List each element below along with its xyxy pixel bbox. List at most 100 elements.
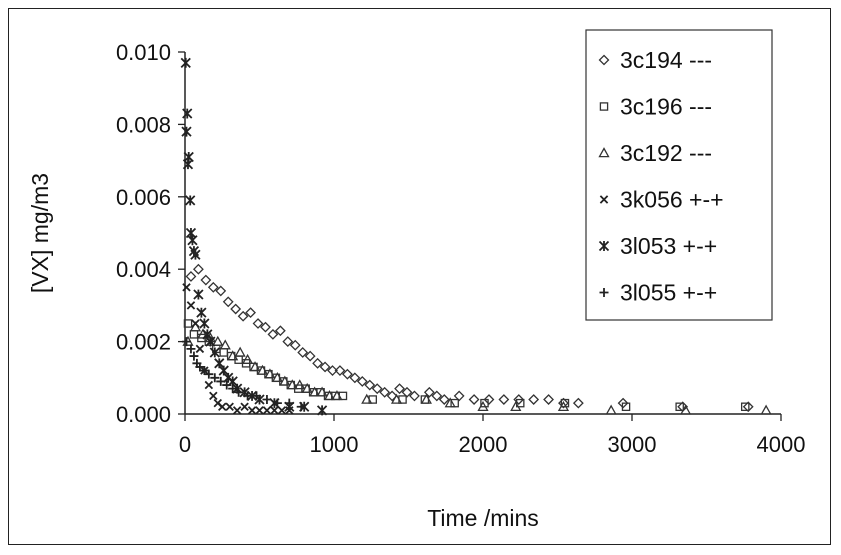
diamond-marker bbox=[572, 397, 584, 409]
diamond-marker bbox=[185, 271, 197, 282]
data-point bbox=[390, 393, 403, 404]
y-tick-label: 0.010 bbox=[116, 40, 171, 65]
data-point bbox=[228, 384, 238, 394]
diamond-marker bbox=[386, 390, 398, 402]
data-point bbox=[204, 369, 214, 379]
data-point bbox=[431, 390, 443, 402]
x-marker bbox=[240, 402, 249, 411]
plus-marker bbox=[186, 344, 196, 354]
data-point bbox=[323, 390, 336, 401]
data-point bbox=[199, 318, 210, 329]
asterisk-marker bbox=[598, 240, 610, 252]
square-marker bbox=[219, 348, 228, 357]
triangle-marker bbox=[390, 393, 403, 404]
x-marker bbox=[247, 406, 257, 415]
legend-label: 3k056 +-+ bbox=[620, 187, 724, 213]
diamond-marker bbox=[401, 386, 413, 398]
data-point bbox=[264, 368, 276, 379]
plus-marker bbox=[262, 395, 272, 405]
data-point bbox=[210, 373, 220, 383]
y-axis-title: [VX] mg/m3 bbox=[27, 173, 53, 293]
legend: 3c194 --- 3c196 --- 3c192 --- 3k056 +-+ 3l05… bbox=[585, 29, 773, 321]
triangle-marker bbox=[316, 386, 328, 397]
data-point bbox=[680, 404, 692, 415]
data-point bbox=[297, 347, 309, 358]
triangle-marker bbox=[219, 339, 231, 350]
data-point bbox=[249, 361, 261, 372]
x-marker bbox=[209, 391, 218, 401]
data-point bbox=[560, 398, 570, 408]
diamond-marker bbox=[304, 350, 316, 362]
data-point bbox=[262, 406, 272, 415]
data-point bbox=[272, 398, 282, 408]
diamond-marker bbox=[274, 325, 286, 337]
data-point bbox=[327, 365, 338, 376]
triangle-marker bbox=[227, 350, 239, 361]
data-point bbox=[301, 382, 313, 393]
data-point bbox=[260, 321, 271, 333]
diamond-marker bbox=[498, 394, 510, 405]
square-marker bbox=[621, 402, 631, 412]
diamond-marker bbox=[334, 365, 346, 376]
diamond-marker bbox=[230, 303, 242, 315]
y-tick-label: 0.006 bbox=[116, 185, 171, 210]
legend-item: 3c192 --- bbox=[598, 140, 712, 166]
data-point bbox=[204, 380, 214, 390]
data-point bbox=[215, 285, 227, 297]
data-point bbox=[386, 390, 398, 402]
x-marker bbox=[232, 406, 242, 415]
diamond-marker bbox=[356, 376, 368, 387]
plus-marker bbox=[222, 380, 232, 390]
diamond-marker bbox=[222, 296, 234, 308]
y-tick-label: 0.000 bbox=[116, 402, 171, 427]
data-point bbox=[209, 347, 220, 358]
triangle-marker bbox=[309, 386, 321, 397]
data-point bbox=[205, 336, 216, 347]
diamond-marker bbox=[468, 394, 480, 405]
data-point bbox=[256, 364, 269, 375]
diamond-marker bbox=[349, 372, 361, 384]
data-point bbox=[453, 390, 465, 402]
x-tick-label: 3000 bbox=[608, 432, 657, 457]
diamond-marker bbox=[742, 401, 754, 413]
diamond-marker bbox=[528, 394, 540, 405]
data-point bbox=[371, 383, 383, 395]
data-point bbox=[271, 371, 283, 383]
asterisk-marker bbox=[199, 318, 210, 329]
square-marker bbox=[480, 398, 489, 408]
data-point bbox=[274, 325, 286, 337]
plus-marker bbox=[243, 391, 253, 401]
data-point bbox=[510, 400, 522, 412]
asterisk-marker bbox=[187, 235, 198, 246]
legend-item: 3c196 --- bbox=[599, 94, 712, 120]
triangle-marker bbox=[760, 404, 772, 415]
data-point bbox=[200, 274, 212, 286]
triangle-marker bbox=[605, 404, 617, 415]
triangle-marker bbox=[279, 375, 291, 386]
x-marker bbox=[186, 301, 196, 310]
data-point bbox=[558, 397, 569, 409]
series-4 bbox=[180, 57, 328, 416]
data-point bbox=[190, 249, 201, 260]
triangle-marker bbox=[444, 397, 456, 408]
data-point bbox=[193, 289, 204, 300]
data-point bbox=[498, 394, 510, 405]
data-point bbox=[316, 386, 328, 397]
data-point bbox=[207, 281, 219, 293]
triangle-marker bbox=[212, 335, 224, 346]
series-3 bbox=[182, 283, 294, 415]
triangle-marker bbox=[361, 393, 373, 404]
x-tick-label: 0 bbox=[179, 432, 191, 457]
legend-item: 3c194 --- bbox=[598, 47, 712, 73]
data-point bbox=[468, 394, 480, 405]
asterisk-marker bbox=[181, 126, 192, 137]
triangle-marker bbox=[234, 346, 246, 357]
data-point bbox=[304, 350, 316, 362]
triangle-marker bbox=[598, 147, 610, 158]
legend-marker bbox=[599, 288, 609, 297]
diamond-marker bbox=[192, 263, 204, 275]
data-point bbox=[394, 383, 405, 395]
plus-marker bbox=[228, 384, 238, 394]
data-point bbox=[183, 319, 193, 328]
data-point bbox=[605, 404, 617, 415]
